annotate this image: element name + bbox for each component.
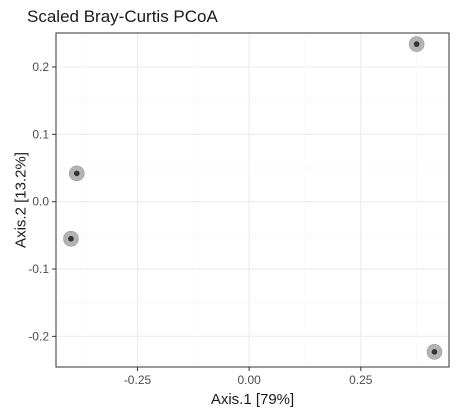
y-tick-label: -0.1 [28,262,49,276]
points-layer [63,36,443,360]
y-axis-title: Axis.2 [13.2%] [12,152,29,248]
axis-layer: -0.25 0.00 0.25 0.2 0.1 0.0 -0.1 -0.2 [28,60,372,387]
data-point-core [413,41,420,47]
y-tick-label: -0.2 [28,329,49,343]
data-point [426,344,443,360]
plot-panel [55,32,450,368]
x-tick-label: -0.25 [124,373,152,387]
y-tick-label: 0.2 [32,60,49,74]
x-tick-label: 0.25 [349,373,373,387]
grid-layer [56,33,449,367]
data-point-core [73,170,80,177]
data-point [63,230,79,247]
data-point [68,165,85,182]
x-tick-label: 0.00 [237,373,261,387]
y-tick-label: 0.0 [32,195,49,209]
x-axis-title: Axis.1 [79%] [211,391,294,408]
y-tick-label: 0.1 [32,127,49,141]
chart-title: Scaled Bray-Curtis PCoA [27,7,219,26]
data-point [408,36,425,52]
data-point-core [68,235,74,242]
data-point-core [431,349,438,355]
